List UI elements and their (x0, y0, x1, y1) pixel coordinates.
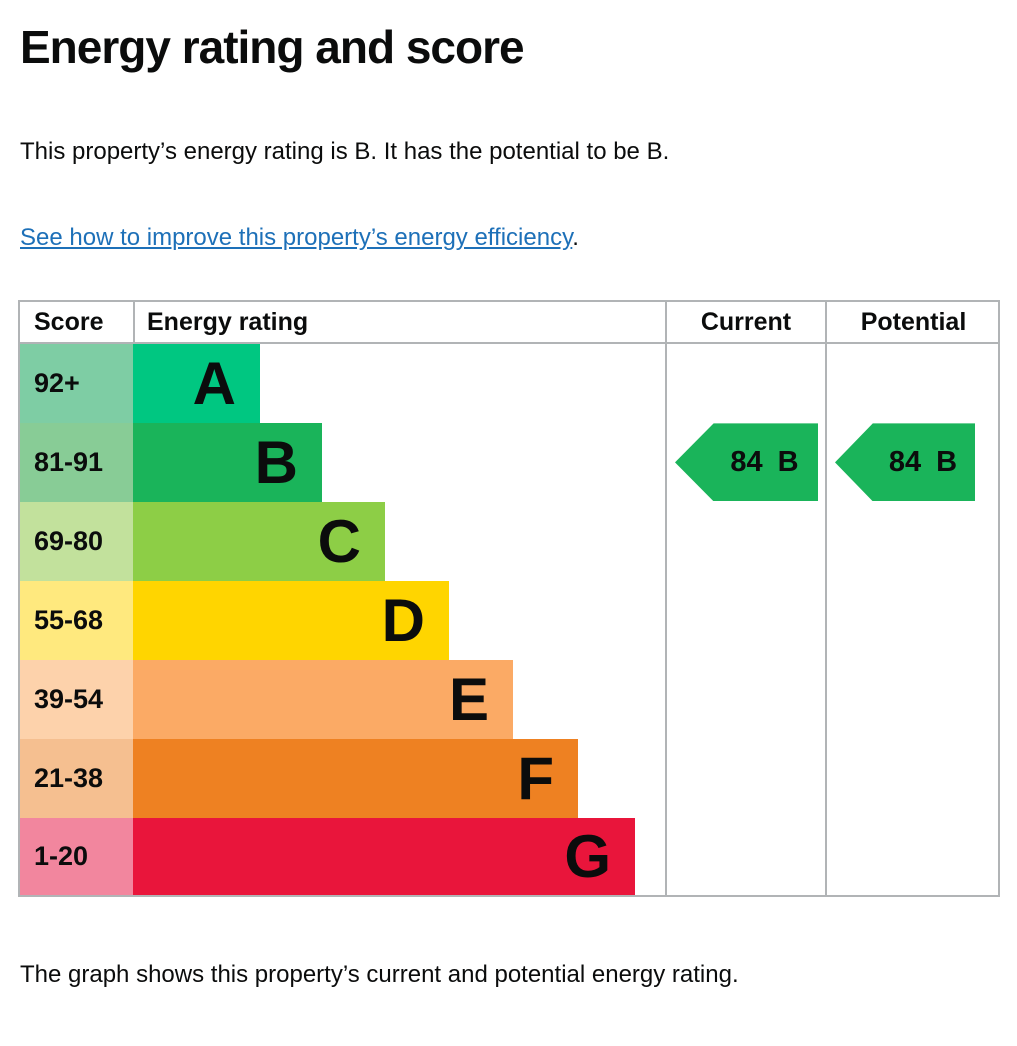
header-divider-line (20, 342, 998, 345)
band-row-c: 69-80 C (20, 502, 665, 582)
epc-page: Energy rating and score This property’s … (0, 22, 1017, 992)
band-row-e: 39-54 E (20, 660, 665, 740)
score-range-label: 55-68 (34, 605, 104, 636)
score-column-divider (133, 302, 135, 343)
score-cell-a: 92+ (20, 344, 133, 424)
rating-bar-d: D (133, 581, 449, 661)
band-letter-g: G (564, 822, 611, 890)
band-letter-e: E (448, 665, 489, 733)
score-range-label: 69-80 (34, 526, 104, 557)
energy-rating-chart: Score Energy rating Current Potential 92… (18, 300, 1000, 898)
score-cell-e: 39-54 (20, 660, 133, 740)
page-title: Energy rating and score (20, 21, 525, 73)
energy-rating-column-header: Energy rating (147, 307, 309, 336)
potential-column-divider (825, 302, 827, 896)
band-letter-f: F (517, 744, 554, 812)
improve-link-line: See how to improve this property’s energ… (20, 222, 998, 254)
footer-text: The graph shows this property’s current … (20, 961, 739, 989)
potential-column-header: Potential (860, 307, 967, 336)
band-letter-a: A (192, 349, 236, 417)
current-rating-arrow: 84 B (675, 423, 818, 502)
link-period: . (572, 223, 579, 251)
score-cell-c: 69-80 (20, 502, 133, 582)
intro-text: This property’s energy rating is B. It h… (20, 137, 670, 165)
score-range-label: 21-38 (34, 763, 104, 794)
score-cell-g: 1-20 (20, 818, 133, 896)
potential-band: B (936, 445, 958, 478)
score-range-label: 1-20 (34, 841, 89, 872)
score-column-header: Score (34, 307, 104, 336)
score-range-label: 92+ (34, 368, 80, 399)
band-letter-b: B (254, 428, 298, 496)
rating-bar-b: B (133, 423, 322, 503)
potential-score: 84 (888, 445, 922, 478)
band-letter-d: D (381, 586, 425, 654)
band-row-a: 92+ A (20, 344, 665, 424)
current-column-header: Current (700, 307, 792, 336)
band-letter-c: C (317, 507, 361, 575)
current-column-divider (665, 302, 667, 896)
score-cell-b: 81-91 (20, 423, 133, 503)
rating-bar-g: G (133, 818, 635, 896)
band-row-b: 81-91 B (20, 423, 665, 503)
current-score: 84 (730, 445, 763, 478)
band-row-d: 55-68 D (20, 581, 665, 661)
rating-bar-e: E (133, 660, 513, 740)
potential-rating-arrow: 84 B (835, 423, 975, 502)
band-row-g: 1-20 G (20, 818, 665, 896)
score-cell-f: 21-38 (20, 739, 133, 819)
score-cell-d: 55-68 (20, 581, 133, 661)
score-range-label: 39-54 (34, 684, 104, 715)
rating-bar-a: A (133, 344, 260, 424)
score-range-label: 81-91 (34, 447, 104, 478)
rating-bar-c: C (133, 502, 385, 582)
band-row-f: 21-38 F (20, 739, 665, 819)
current-band: B (777, 445, 799, 478)
improve-efficiency-link[interactable]: See how to improve this property’s energ… (20, 223, 573, 251)
rating-bar-f: F (133, 739, 578, 819)
